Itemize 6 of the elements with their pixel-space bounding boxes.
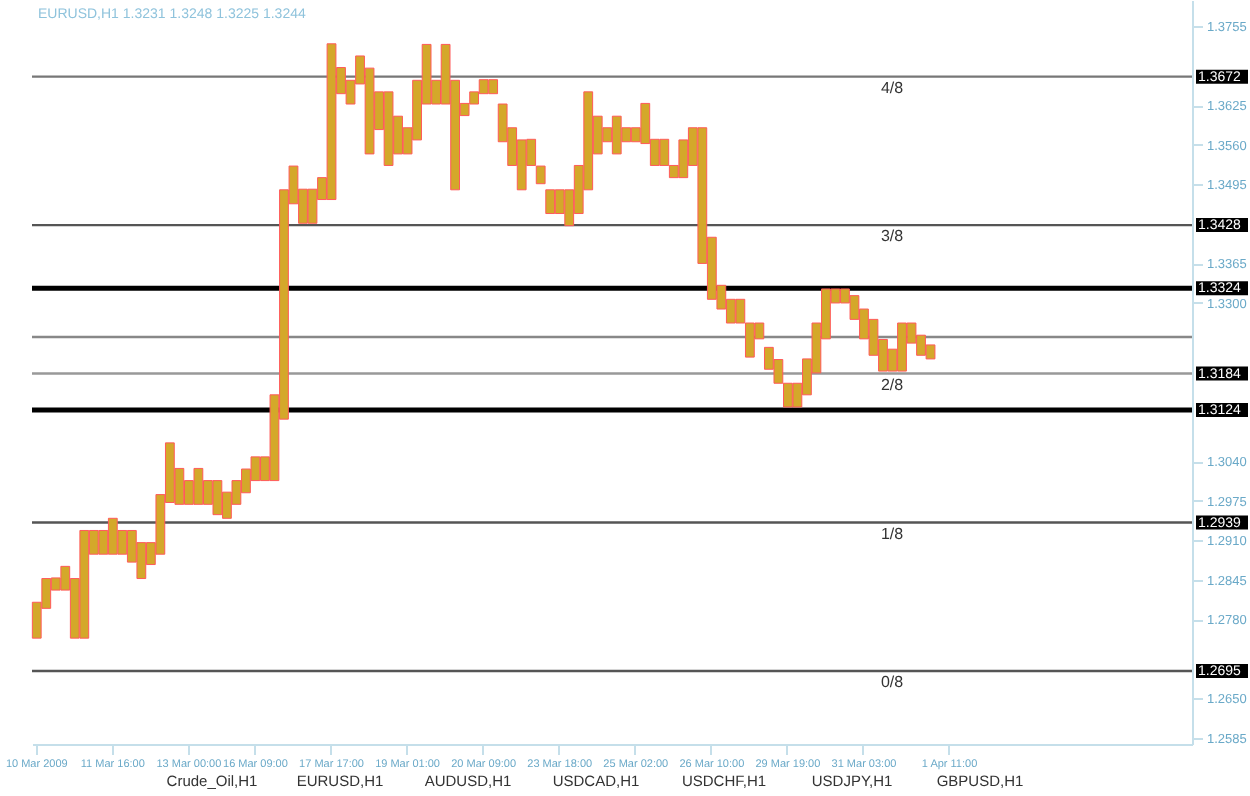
- annotation: 2/8: [880, 375, 905, 394]
- bar: [545, 189, 556, 215]
- annotation: 1/8: [880, 524, 905, 543]
- annotation: 4/8: [880, 78, 905, 97]
- annotation: 0/8: [880, 673, 905, 691]
- annotation: 3/8: [880, 227, 905, 246]
